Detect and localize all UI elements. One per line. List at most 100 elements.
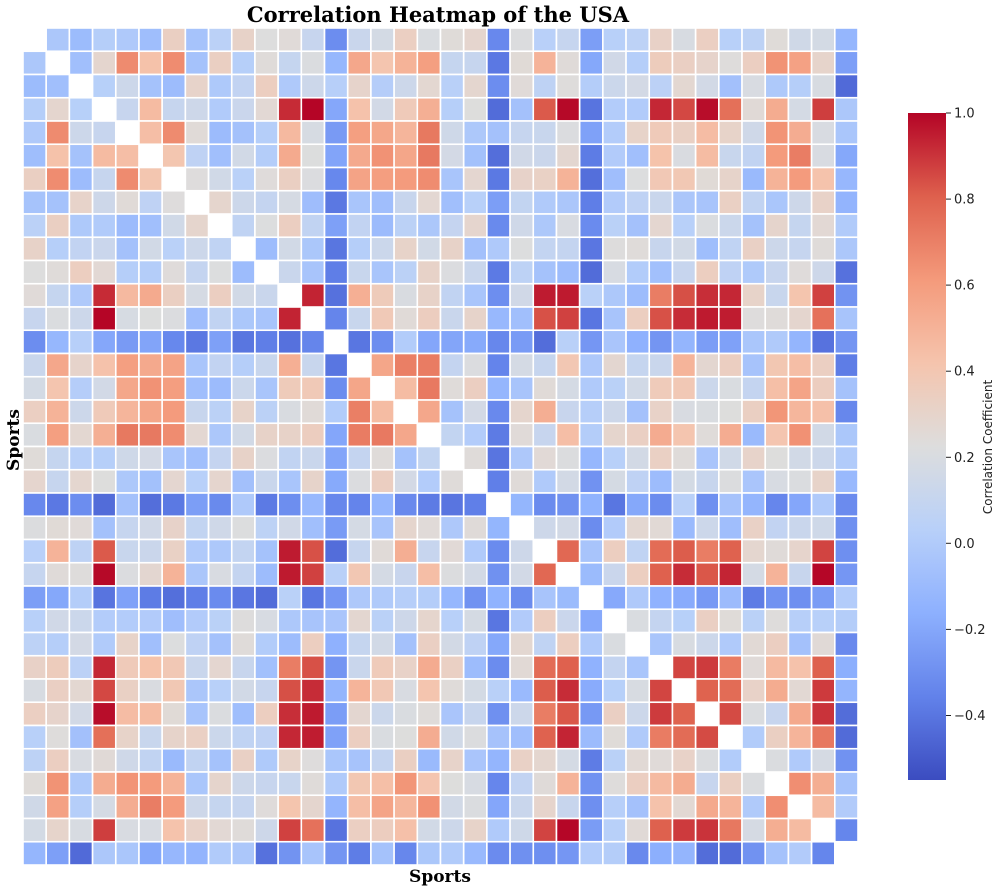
heatmap-cell [184,422,210,448]
heatmap-cell [300,468,326,494]
heatmap-cell [532,166,558,192]
heatmap-cell [300,538,326,564]
heatmap-cell [741,96,767,122]
heatmap-cell [462,96,488,122]
heatmap-cell [718,259,743,285]
heatmap-cell [741,143,767,169]
heatmap-cell [346,189,372,215]
heatmap-cell [393,678,419,704]
heatmap-cell [555,50,581,76]
heatmap-cell [462,538,488,564]
heatmap-cell [22,50,47,76]
heatmap-cell [254,96,279,122]
heatmap-cell [486,236,511,262]
heatmap-cell [416,492,442,518]
heatmap-cell [300,352,326,378]
heatmap-cell [230,678,256,704]
heatmap-cell [370,724,395,750]
heatmap-cell [671,654,697,680]
heatmap-cell [138,747,163,773]
heatmap-cell [114,306,140,332]
heatmap-cell [254,282,279,308]
heatmap-cell [300,120,326,146]
heatmap-cell [91,840,117,866]
heatmap-cell [45,352,71,378]
heatmap-cell [45,73,71,99]
heatmap-cell [578,399,604,425]
heatmap-cell [532,399,558,425]
heatmap-cell [625,375,651,401]
heatmap-cell [68,701,94,727]
heatmap-cell [161,352,187,378]
heatmap-cell [184,306,210,332]
heatmap-cell [346,143,372,169]
heatmap-cell [787,561,813,587]
heatmap-cell [277,236,303,262]
heatmap-cell [486,27,511,53]
heatmap-cell [68,561,94,587]
colorbar-tick-label: −0.2 [954,623,986,638]
heatmap-cell [555,654,581,680]
heatmap-cell [741,515,767,541]
heatmap-cell [462,701,488,727]
heatmap-cell [439,608,465,634]
heatmap-cell [694,120,720,146]
heatmap-cell [370,143,395,169]
heatmap-cell [300,50,326,76]
heatmap-cell [161,306,187,332]
heatmap-cell [671,492,697,518]
heatmap-cell [648,631,674,657]
heatmap-cell [509,120,535,146]
heatmap-cell [138,282,163,308]
heatmap-cell [45,492,71,518]
heatmap-cell [671,468,697,494]
heatmap-cell [810,561,836,587]
heatmap-cell [68,747,94,773]
heatmap-cell [648,468,674,494]
heatmap-cell [230,422,256,448]
heatmap-cell [486,352,511,378]
heatmap-cell [787,352,813,378]
heatmap-cell [254,631,279,657]
heatmap-cell [393,724,419,750]
heatmap-cell [230,840,256,866]
heatmap-cell [764,143,790,169]
heatmap-cell [486,817,511,843]
heatmap-cell [207,515,233,541]
heatmap-cell [718,50,743,76]
heatmap-cell [602,817,627,843]
heatmap-cell [300,259,326,285]
heatmap-cell [161,654,187,680]
heatmap-cell [22,585,47,611]
heatmap-cell [439,259,465,285]
heatmap-cell [532,654,558,680]
heatmap-cell [787,654,813,680]
heatmap-cell [602,329,627,355]
heatmap-cell [787,492,813,518]
colorbar-tick-label: 0.8 [954,193,975,208]
heatmap-cell [648,375,674,401]
heatmap-cell [509,817,535,843]
heatmap-cell [393,213,419,239]
heatmap-cell [578,189,604,215]
heatmap-cell [555,608,581,634]
heatmap-cell [810,120,836,146]
heatmap-cell [416,654,442,680]
heatmap-cell [532,422,558,448]
heatmap-cell [254,701,279,727]
heatmap-cell [741,585,767,611]
heatmap-cell [625,166,651,192]
heatmap-cell [555,701,581,727]
heatmap-cell [602,120,627,146]
heatmap-cell [671,701,697,727]
heatmap-cell [741,608,767,634]
heatmap-cell [462,492,488,518]
heatmap-cell [834,468,859,494]
heatmap-cell [230,399,256,425]
heatmap-cell [138,375,163,401]
heatmap-cell [114,282,140,308]
heatmap-cell [718,771,743,797]
heatmap-cell [439,143,465,169]
heatmap-cell [787,213,813,239]
heatmap-cell [555,352,581,378]
